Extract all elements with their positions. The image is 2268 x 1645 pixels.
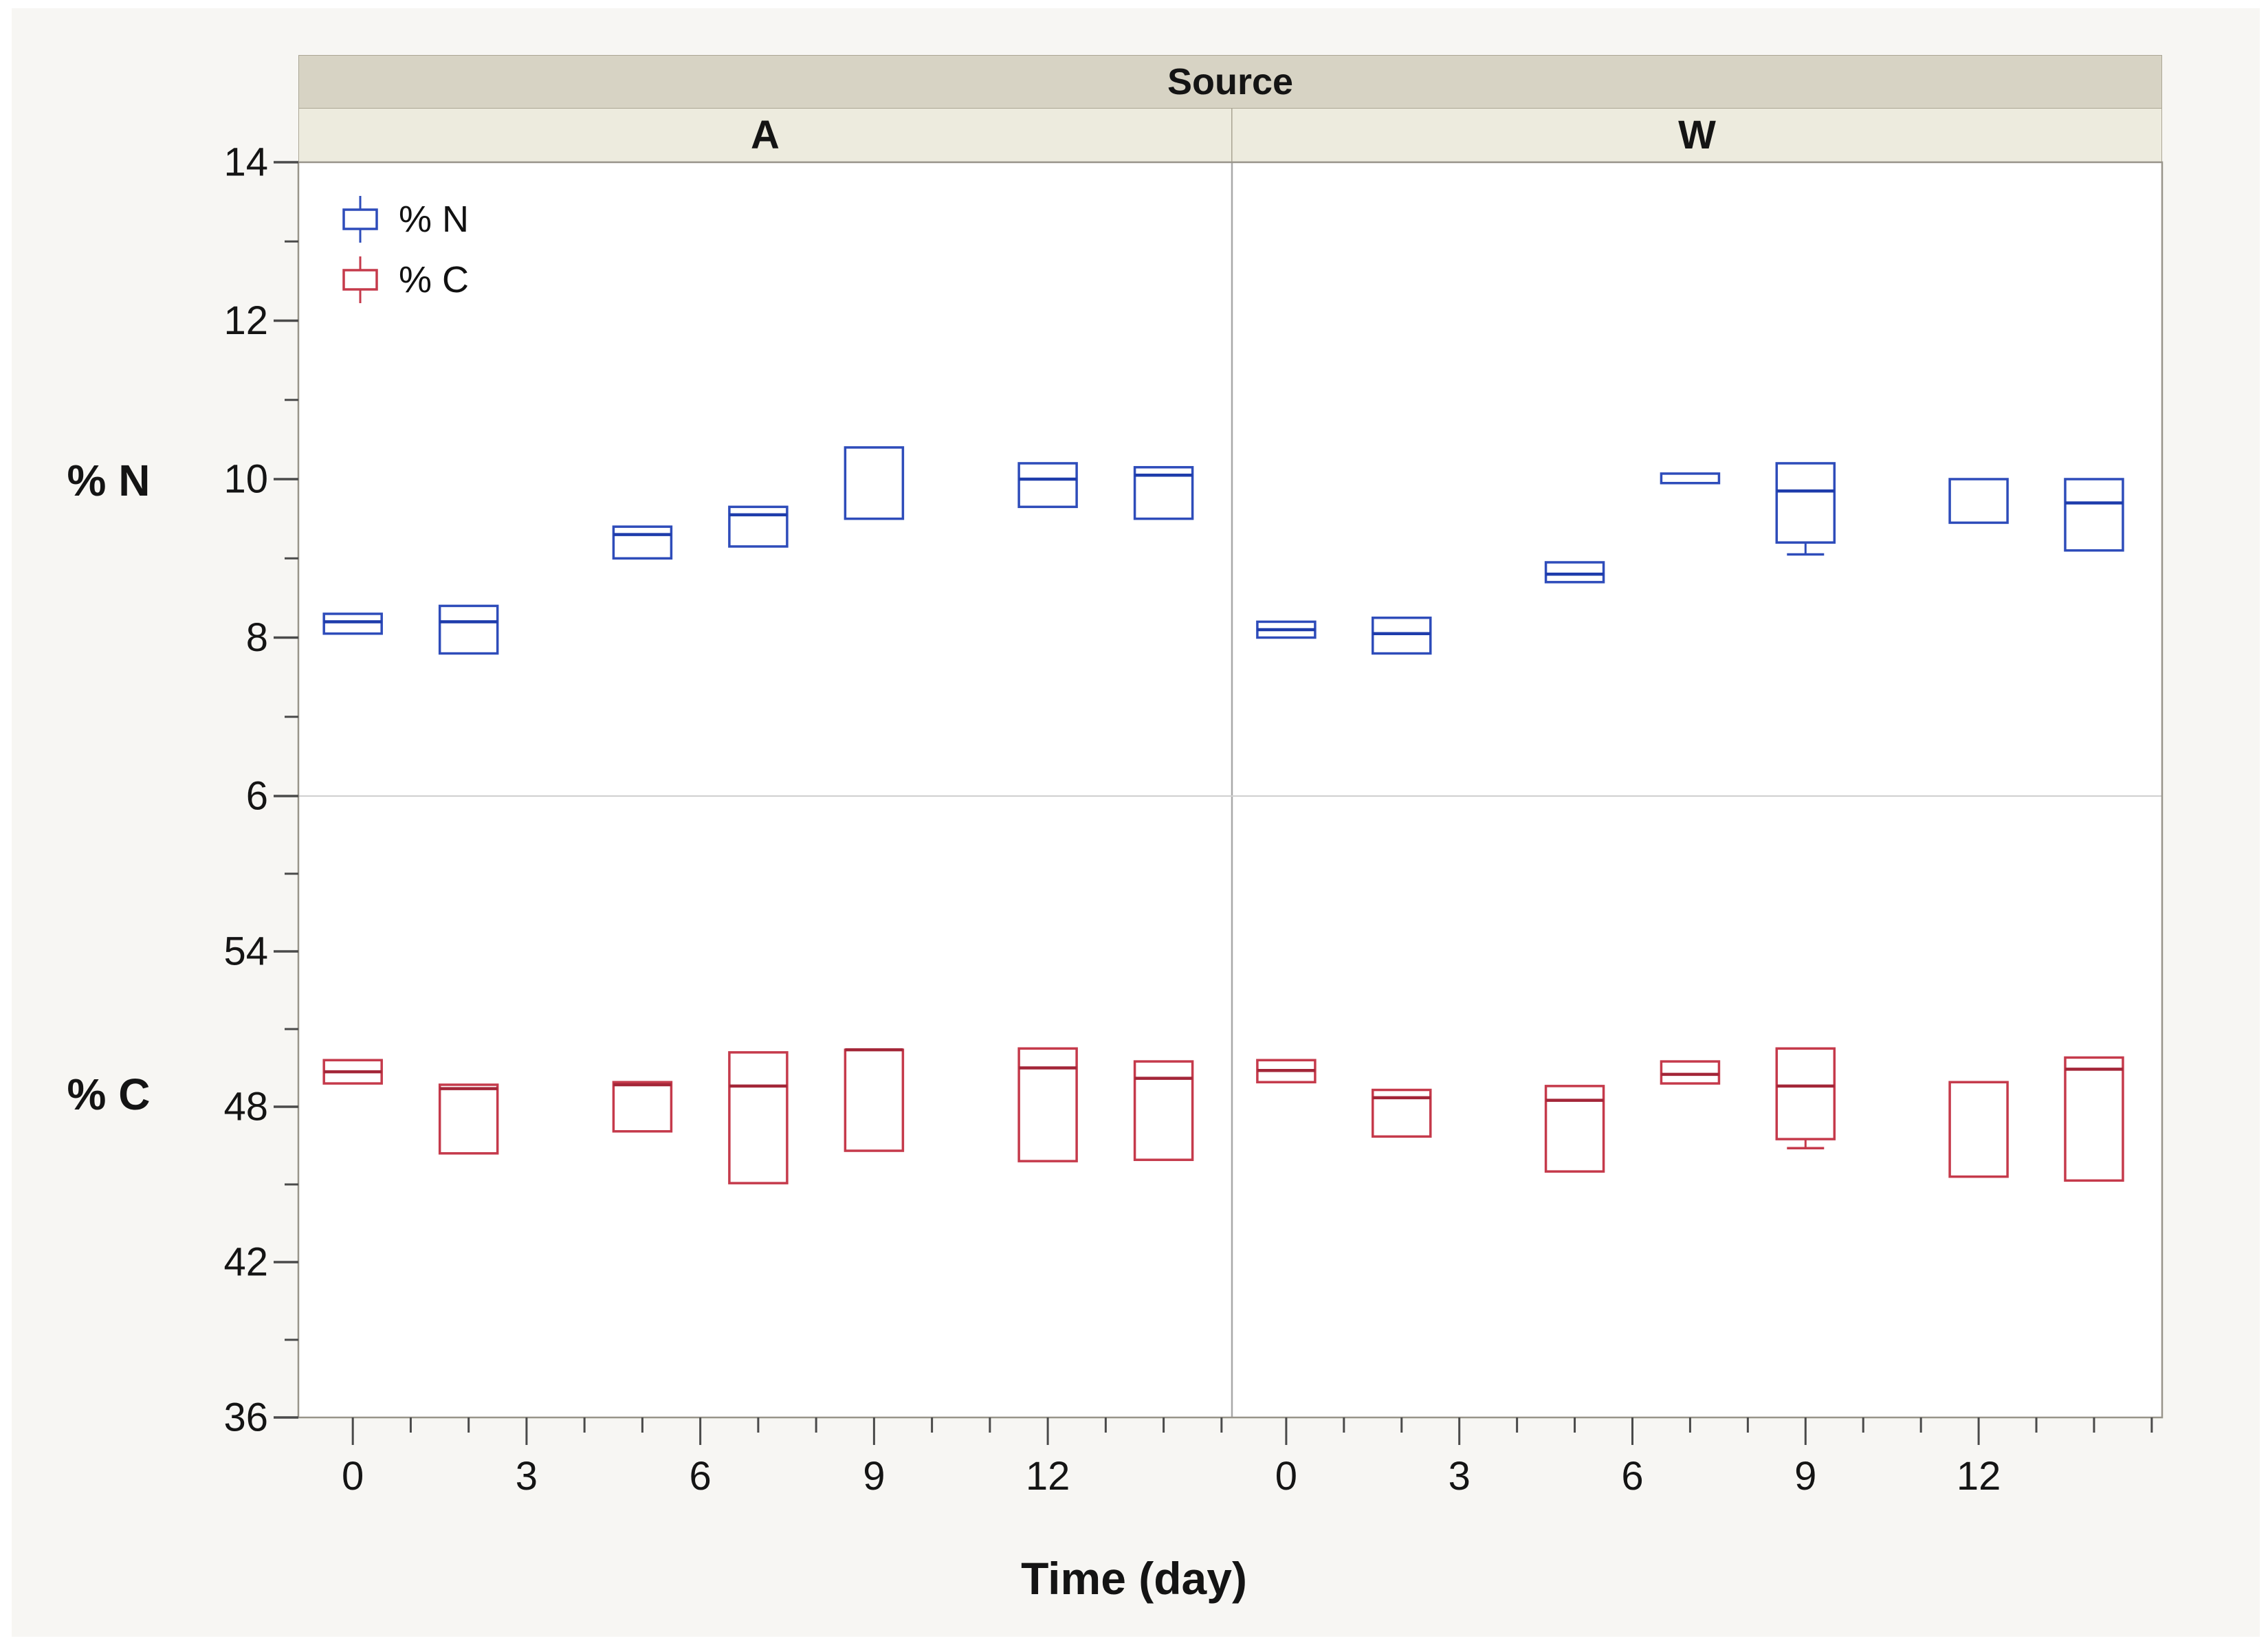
iqr-box — [2064, 478, 2124, 552]
iqr-box — [1775, 1047, 1836, 1140]
facet-label-W: W — [1678, 113, 1716, 157]
x-axis-title: Time (day) — [1021, 1553, 1247, 1604]
iqr-box — [1660, 1060, 1721, 1085]
legend-label: % C — [399, 259, 469, 300]
box-N-A-d12 — [1017, 462, 1078, 509]
legend-entry-N: % N — [342, 196, 469, 243]
y-tick-label: 36 — [223, 1395, 268, 1440]
box-N-A-d14 — [1133, 465, 1194, 520]
box-C-A-d9 — [844, 1048, 905, 1152]
iqr-box — [1660, 472, 1721, 485]
row-label-percent-n: % N — [67, 456, 151, 505]
box-C-W-d0 — [1256, 1059, 1317, 1083]
box-N-A-d7 — [728, 505, 789, 548]
legend-box-icon — [342, 208, 378, 230]
box-C-W-d2 — [1372, 1088, 1432, 1138]
legend-label: % N — [399, 199, 469, 240]
iqr-box — [1948, 1081, 2009, 1178]
box-N-A-d2 — [438, 604, 499, 655]
iqr-box — [1017, 462, 1078, 509]
iqr-box — [728, 1051, 789, 1184]
box-N-W-d2 — [1372, 616, 1432, 655]
plot-area — [298, 162, 2162, 1417]
box-C-W-d9 — [1775, 1047, 1836, 1150]
iqr-box — [844, 446, 905, 520]
x-tick-label: 3 — [1449, 1454, 1471, 1499]
facet-title-bar: Source — [298, 55, 2162, 109]
legend-entry-C: % C — [342, 256, 469, 303]
box-N-A-d0 — [322, 612, 383, 635]
box-C-A-d12 — [1017, 1047, 1078, 1162]
legend-box-icon — [342, 269, 378, 291]
iqr-box — [612, 1081, 673, 1133]
y-tick-label: 42 — [223, 1240, 268, 1285]
x-tick-label: 6 — [690, 1454, 712, 1499]
y-tick-label: 10 — [223, 457, 268, 502]
box-C-A-d0 — [322, 1059, 383, 1085]
row-label-percent-c: % C — [67, 1070, 151, 1119]
y-tick-label: 54 — [223, 929, 268, 974]
iqr-box — [1544, 561, 1605, 584]
facet-title: Source — [1167, 61, 1294, 102]
x-tick-label: 9 — [863, 1454, 885, 1499]
y-tick-label: 12 — [223, 298, 268, 343]
x-tick-label: 0 — [1275, 1454, 1297, 1499]
facet-label-A: A — [751, 113, 780, 157]
box-N-W-d12 — [1948, 478, 2009, 525]
y-tick-label: 48 — [223, 1085, 268, 1129]
box-C-W-d5 — [1544, 1085, 1605, 1173]
iqr-box — [1372, 616, 1432, 655]
box-N-W-d5 — [1544, 561, 1605, 584]
box-C-A-d14 — [1133, 1060, 1194, 1161]
x-tick-label: 12 — [1957, 1454, 2001, 1499]
box-N-W-d9 — [1775, 462, 1836, 556]
x-tick-label: 0 — [342, 1454, 364, 1499]
x-tick-label: 3 — [516, 1454, 538, 1499]
iqr-box — [612, 525, 673, 560]
iqr-box — [2064, 1056, 2124, 1182]
y-tick-label: 8 — [246, 615, 268, 660]
box-C-A-d7 — [728, 1051, 789, 1184]
iqr-box — [438, 1083, 499, 1155]
iqr-box — [1775, 462, 1836, 544]
iqr-box — [1544, 1085, 1605, 1173]
iqr-box — [1948, 478, 2009, 525]
iqr-box — [1017, 1047, 1078, 1162]
iqr-box — [1133, 1060, 1194, 1161]
x-tick-label: 9 — [1794, 1454, 1816, 1499]
box-C-W-d12 — [1948, 1081, 2009, 1178]
x-tick-label: 12 — [1026, 1454, 1070, 1499]
facet-header-W: W — [1232, 109, 2162, 162]
box-N-A-d9 — [844, 446, 905, 520]
iqr-box — [1372, 1088, 1432, 1138]
y-tick-label: 14 — [223, 140, 268, 185]
box-N-W-d14 — [2064, 478, 2124, 552]
plot-frame — [297, 161, 2164, 1419]
box-C-A-d5 — [612, 1081, 673, 1133]
box-N-W-d0 — [1256, 620, 1317, 639]
box-C-W-d7 — [1660, 1060, 1721, 1085]
box-N-A-d5 — [612, 525, 673, 560]
x-tick-label: 6 — [1621, 1454, 1643, 1499]
iqr-box — [322, 612, 383, 635]
box-C-A-d2 — [438, 1083, 499, 1155]
box-N-W-d7 — [1660, 472, 1721, 485]
iqr-box — [728, 505, 789, 548]
y-tick-label: 6 — [246, 774, 268, 819]
iqr-box — [1133, 465, 1194, 520]
box-C-W-d14 — [2064, 1056, 2124, 1182]
iqr-box — [438, 604, 499, 655]
